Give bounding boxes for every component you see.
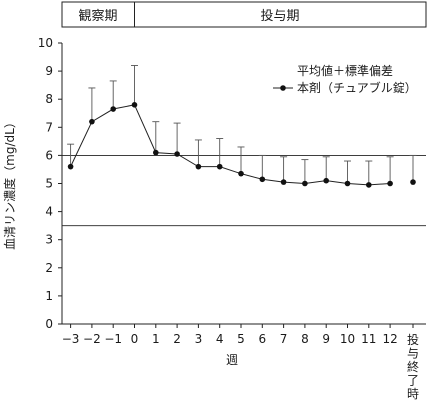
x-tick-label: −2: [83, 332, 101, 346]
x-axis-title: 週: [226, 353, 238, 367]
data-point: [302, 180, 308, 187]
data-point: [67, 163, 74, 170]
data-point: [387, 180, 393, 187]
y-tick-label: 2: [45, 261, 53, 275]
phase-header-box: [61, 1, 427, 28]
data-point: [259, 176, 266, 183]
data-point: [131, 102, 138, 108]
x-tick-label: 5: [237, 332, 245, 346]
x-tick-label: 12: [382, 332, 397, 346]
y-tick-label: 7: [45, 120, 53, 134]
y-tick-label: 3: [45, 233, 53, 247]
y-axis-title: 血清リン濃度（mg/dL）: [2, 116, 17, 250]
x-tick-label: 10: [340, 332, 355, 346]
legend-marker: [280, 85, 286, 91]
data-point: [238, 170, 244, 177]
y-ticks: 0 1 2 3 4 5 6 7 8 9 10: [38, 36, 62, 331]
data-point: [174, 151, 180, 157]
data-point: [195, 163, 202, 170]
data-point: [110, 106, 116, 112]
series-line: [70, 104, 391, 186]
x-tick-label: 3: [195, 332, 203, 346]
y-tick-label: 1: [45, 289, 53, 303]
y-tick-label: 4: [45, 205, 53, 219]
data-point: [280, 179, 287, 185]
x-tick-label: 1: [152, 332, 160, 346]
error-bars: [67, 65, 417, 185]
x-tick-label: 9: [322, 332, 330, 346]
y-tick-label: 8: [45, 92, 53, 106]
legend-note: 平均値＋標準偏差: [297, 63, 393, 78]
phase-label-observation: 観察期: [78, 9, 117, 24]
x-ticks: −3 −2 −1 0 1 2 3 4 5 6 7 8 9 10 11 12: [62, 324, 414, 346]
x-tick-label: 2: [173, 332, 181, 346]
data-point: [89, 118, 95, 125]
y-tick-label: 6: [45, 148, 53, 162]
y-tick-label: 9: [45, 64, 53, 78]
x-tick-label: 8: [301, 332, 309, 346]
x-tick-label: 4: [216, 332, 224, 346]
phase-label-treatment: 投与期: [260, 8, 299, 24]
x-tick-label: 0: [131, 332, 139, 346]
x-tick-label: 11: [361, 332, 376, 346]
data-point: [323, 177, 330, 184]
x-tick-label: −1: [104, 332, 122, 346]
y-tick-label: 10: [38, 36, 53, 50]
x-tick-label: 7: [280, 332, 288, 346]
x-tick-label: 6: [258, 332, 266, 346]
x-tick-label: −3: [62, 332, 80, 346]
legend-series-label: 本剤（チュアブル錠）: [297, 80, 417, 95]
y-tick-label: 5: [45, 177, 53, 191]
data-point: [366, 182, 372, 188]
data-points: [67, 102, 416, 188]
reference-lines: [62, 154, 426, 227]
data-point: [216, 163, 223, 170]
data-point: [344, 180, 351, 187]
data-point-end: [410, 179, 416, 185]
data-point: [153, 149, 159, 156]
y-tick-label: 0: [45, 317, 53, 331]
end-of-treatment-label: 投与終了時: [407, 332, 419, 401]
